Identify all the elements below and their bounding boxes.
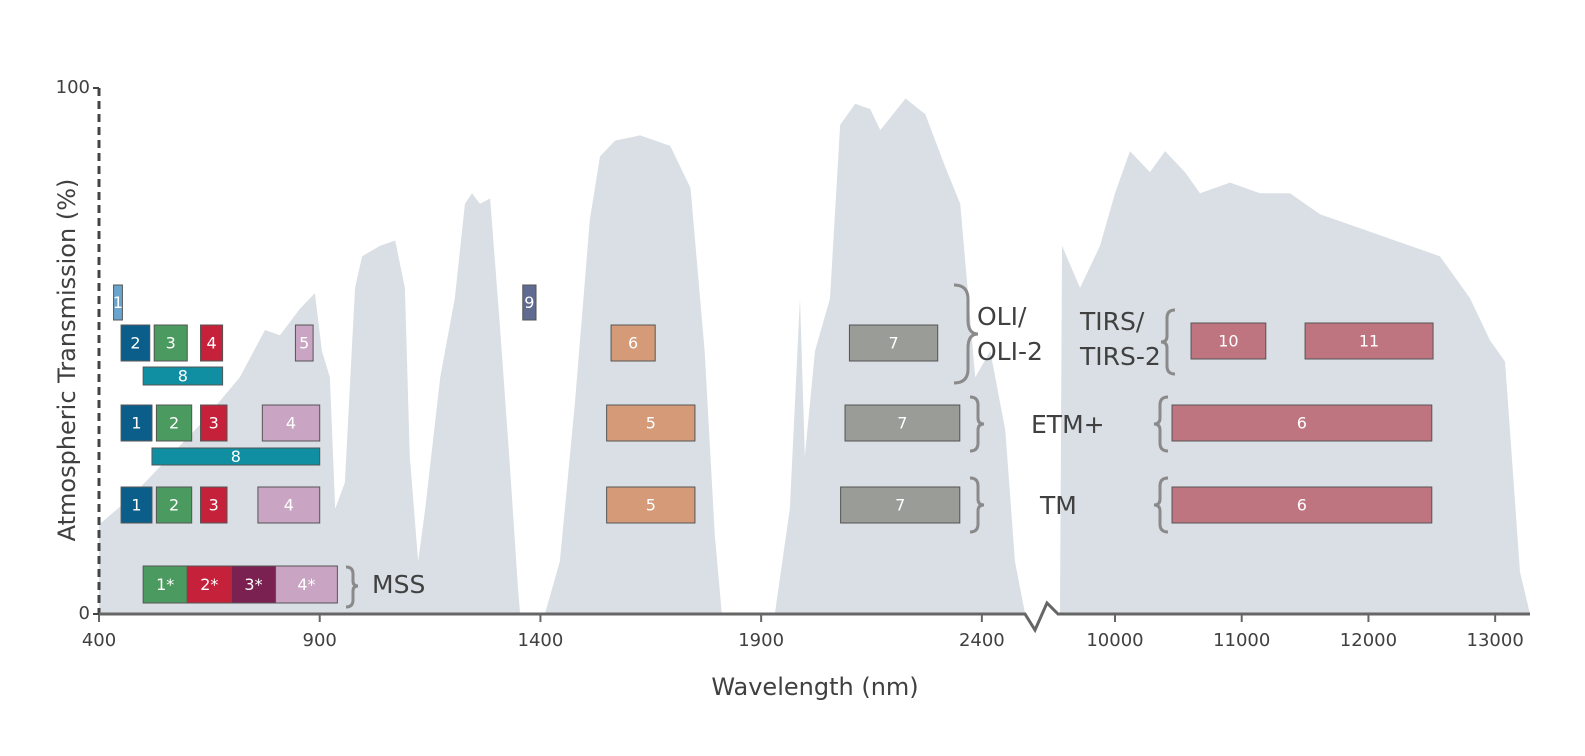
band <box>120 324 151 362</box>
band <box>113 284 123 321</box>
brace <box>969 476 985 534</box>
band <box>522 284 537 321</box>
band-label: 8 <box>231 447 241 466</box>
band <box>606 404 696 442</box>
band-label: 2 <box>169 414 179 433</box>
sensor-label: TM <box>1039 491 1077 520</box>
band <box>840 486 961 524</box>
sensor-labels: OLI/ OLI-2 TIRS/ TIRS-2 ETM+ TM MSS <box>372 302 1161 599</box>
band-label: 6 <box>1297 496 1307 515</box>
band <box>606 486 696 524</box>
band <box>200 404 228 442</box>
braces <box>345 283 1176 609</box>
x-tick-label: 1400 <box>518 630 564 651</box>
y-tick-label: 0 <box>79 603 90 624</box>
brace <box>345 565 359 609</box>
band-label: 3* <box>244 575 262 594</box>
band-label: 5 <box>646 496 656 515</box>
band <box>294 324 314 362</box>
band-label: 1 <box>131 414 141 433</box>
band <box>1190 322 1267 360</box>
sensor-label: ETM+ <box>1031 410 1105 439</box>
sensor-label: TIRS-2 <box>1079 342 1161 371</box>
sensor-label: OLI-2 <box>977 337 1043 366</box>
band <box>155 404 193 442</box>
band <box>120 404 153 442</box>
x-tick-label: 900 <box>303 630 337 651</box>
band-label: 7 <box>888 334 898 353</box>
band-label: 10 <box>1218 332 1238 351</box>
band-label: 7 <box>895 496 905 515</box>
band-label: 3 <box>209 496 219 515</box>
band-label: 2 <box>169 496 179 515</box>
band <box>153 324 188 362</box>
band <box>1304 322 1434 360</box>
x-tick-label: 400 <box>82 630 116 651</box>
x-tick-label: 11000 <box>1213 630 1270 651</box>
band-label: 1 <box>113 293 123 312</box>
band <box>610 324 656 362</box>
band <box>275 565 338 604</box>
band <box>261 404 321 442</box>
x-tick-label: 12000 <box>1340 630 1397 651</box>
x-tick-label: 10000 <box>1086 630 1143 651</box>
band <box>200 324 224 362</box>
band-label: 4 <box>284 496 294 515</box>
band-label: 4* <box>297 575 315 594</box>
band-label: 8 <box>178 367 188 386</box>
x-axis-title: Wavelength (nm) <box>711 673 918 701</box>
sensor-label: OLI/ <box>977 302 1027 331</box>
x-tick-label: 1900 <box>738 630 784 651</box>
band <box>844 404 961 442</box>
transmission-area <box>1060 151 1530 614</box>
band-label: 4 <box>206 334 216 353</box>
band-label: 1* <box>156 575 174 594</box>
brace <box>1153 476 1169 534</box>
band <box>848 324 939 362</box>
x-tick-label: 13000 <box>1467 630 1524 651</box>
band <box>151 447 321 466</box>
transmission-area <box>99 98 1026 614</box>
band <box>1171 486 1433 524</box>
band-label: 11 <box>1359 332 1379 351</box>
band-label: 7 <box>897 414 907 433</box>
brace <box>1153 395 1169 453</box>
band-label: 5 <box>646 414 656 433</box>
brace <box>1160 308 1176 376</box>
band-label: 5 <box>299 334 309 353</box>
x-tick-label: 2400 <box>959 630 1005 651</box>
brace <box>953 283 979 385</box>
band-label: 3 <box>166 334 176 353</box>
x-axis <box>99 600 1530 634</box>
band-label: 9 <box>524 293 534 312</box>
band <box>200 486 228 524</box>
band <box>1171 404 1433 442</box>
band-label: 3 <box>209 414 219 433</box>
band-label: 2 <box>130 334 140 353</box>
band <box>257 486 321 524</box>
band-label: 6 <box>1297 414 1307 433</box>
band <box>142 366 224 386</box>
band <box>186 565 232 604</box>
band-label: 2* <box>200 575 218 594</box>
band-label: 6 <box>628 334 638 353</box>
y-tick-label: 100 <box>56 77 90 98</box>
sensor-label: TIRS/ <box>1079 307 1145 336</box>
sensor-label: MSS <box>372 570 425 599</box>
band-label: 1 <box>131 496 141 515</box>
band <box>155 486 193 524</box>
band <box>120 486 153 524</box>
brace <box>969 395 985 453</box>
band-label: 4 <box>286 414 296 433</box>
y-axis-title: Atmospheric Transmission (%) <box>53 179 81 542</box>
